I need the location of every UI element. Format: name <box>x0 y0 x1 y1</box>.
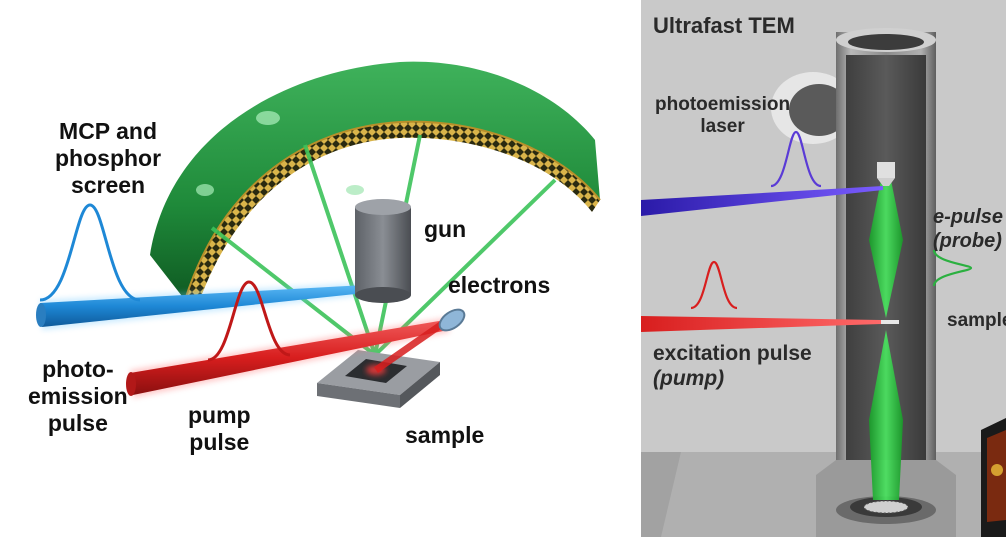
pump-pulse-label: pump pulse <box>188 402 251 456</box>
tem-diagram-svg <box>641 28 1006 537</box>
excitation-beam <box>641 316 881 332</box>
laser-housing <box>771 72 855 144</box>
laser-label-line-1: photoemission <box>655 94 791 115</box>
laser-label-line-2: laser <box>700 116 745 138</box>
tem-sample <box>873 320 899 324</box>
ultrafast-tem-panel: Ultrafast TEM photoemission laser e-puls… <box>641 0 1006 537</box>
left-diagram-panel: MCP and phosphor screen gun electrons ph… <box>28 61 601 456</box>
epulse-curve <box>932 249 973 287</box>
epulse-label: e-pulse (probe) <box>933 206 1003 253</box>
mcp-label-line-2: phosphor <box>55 145 162 172</box>
excitation-label-line-1: excitation pulse <box>653 342 812 365</box>
tem-sample-label: sample <box>947 310 1006 331</box>
pump-pulse-curve <box>207 280 291 362</box>
mcp-label-line-3: screen <box>70 172 146 199</box>
sample-stage <box>317 350 440 408</box>
gun-label: gun <box>424 216 467 242</box>
mcp-label-line-1: MCP and <box>59 118 158 144</box>
photoemission-label-line-1: photo- <box>42 356 114 382</box>
mcp-label: MCP and phosphor screen <box>55 118 161 199</box>
photoemission-laser-beam <box>641 186 883 216</box>
mcp-phosphor-dome <box>150 61 601 305</box>
monitor <box>981 418 1006 537</box>
photoemission-label-line-2: emission <box>28 383 128 410</box>
laser-pulse-curve <box>770 130 822 188</box>
electrons-label: electrons <box>448 272 551 298</box>
epulse-label-line-1: e-pulse <box>933 206 1004 228</box>
excitation-pulse-label: excitation pulse (pump) <box>653 342 812 392</box>
photoemission-beam <box>36 283 365 330</box>
excitation-pulse-curve <box>690 260 738 310</box>
pump-beam <box>126 318 450 398</box>
photoemission-pulse-label: photo- emission pulse <box>28 356 128 437</box>
pump-label-line-2: pulse <box>189 429 250 456</box>
excitation-label-line-2: (pump) <box>653 366 725 390</box>
epulse-label-line-2: (probe) <box>933 229 1002 252</box>
photoemission-pulse-curve <box>39 203 141 302</box>
photoemission-label-line-3: pulse <box>47 410 108 437</box>
left-diagram-svg <box>36 61 601 408</box>
electron-pulse-beam <box>869 180 903 500</box>
tem-gun-tip <box>877 162 895 186</box>
tem-title: Ultrafast TEM <box>653 13 795 38</box>
mirror <box>438 308 466 332</box>
sample-label: sample <box>405 422 485 448</box>
pump-label-line-1: pump <box>188 402 251 428</box>
photoemission-laser-label: photoemission laser <box>655 94 790 139</box>
electron-gun <box>355 199 411 303</box>
